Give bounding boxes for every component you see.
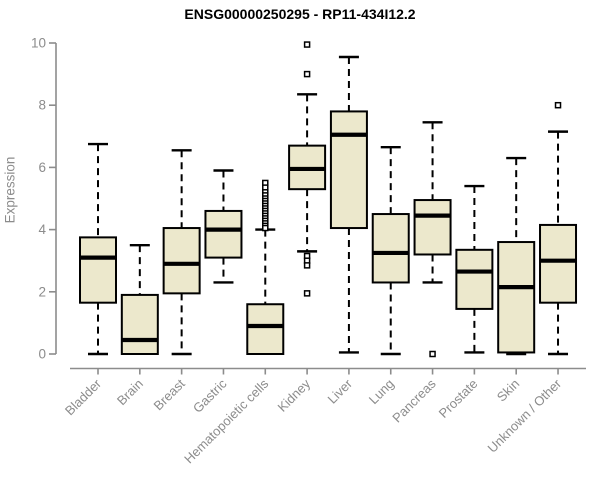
x-axis-tick-label: Gastric <box>190 376 230 416</box>
y-axis-label: Expression <box>2 156 18 224</box>
iqr-box <box>120 293 159 356</box>
box-group-kidney <box>288 41 327 297</box>
box-group-brain <box>120 243 159 356</box>
x-axis-tick-label: Liver <box>325 376 356 407</box>
box-group-lung <box>371 145 410 356</box>
box-group-gastric <box>204 169 243 284</box>
y-axis-tick-label: 2 <box>38 284 46 299</box>
x-axis-tick-label: Lung <box>366 376 397 407</box>
x-axis-tick-label: Pancreas <box>389 376 439 426</box>
iqr-box <box>497 241 536 354</box>
outlier-point <box>303 41 311 48</box>
x-axis-tick-label: Bladder <box>62 376 105 419</box>
x-axis-tick-label: Skin <box>494 376 522 404</box>
box-group-unknown-other <box>539 101 578 356</box>
x-axis-tick-label: Breast <box>151 376 188 413</box>
iqr-box <box>455 248 494 310</box>
y-axis: 0 2 4 6 8 10 <box>31 36 57 362</box>
iqr-box <box>371 213 410 284</box>
y-axis-tick-label: 6 <box>38 160 46 175</box>
box-group-skin <box>497 156 536 356</box>
iqr-box <box>246 303 285 355</box>
outlier-point <box>303 262 311 269</box>
outlier-point <box>303 70 311 78</box>
box-group-bladder <box>79 142 117 356</box>
x-axis-tick-label: Brain <box>114 376 146 408</box>
box-group-liver <box>329 55 368 354</box>
y-axis-tick-label: 0 <box>38 347 46 362</box>
outlier-point <box>429 350 436 358</box>
outlier-point <box>262 224 269 232</box>
x-axis-tick-label: Prostate <box>436 376 481 421</box>
iqr-box <box>413 199 452 256</box>
y-axis-tick-label: 4 <box>38 222 46 237</box>
box-group-prostate <box>455 184 494 354</box>
y-axis-tick-label: 8 <box>38 98 46 113</box>
x-axis-tick-label: Unknown / Other <box>485 376 565 456</box>
chart-title: ENSG00000250295 - RP11-434I12.2 <box>184 6 416 22</box>
box-group-pancreas <box>413 121 452 358</box>
iqr-box <box>162 227 201 295</box>
y-axis-tick-label: 10 <box>31 36 46 51</box>
iqr-box <box>539 223 578 304</box>
iqr-box <box>204 209 243 259</box>
box-group-hematopoietic-cells <box>246 179 285 355</box>
iqr-box <box>79 236 117 304</box>
box-group-breast <box>162 149 201 356</box>
x-axis-tick-label: Kidney <box>275 376 314 415</box>
outlier-point <box>554 101 562 109</box>
iqr-box <box>329 110 368 230</box>
outlier-point <box>303 290 311 297</box>
